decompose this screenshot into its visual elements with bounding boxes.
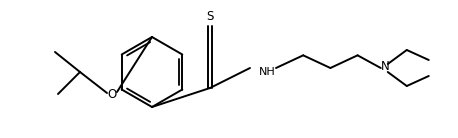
Text: O: O	[107, 88, 117, 102]
Text: S: S	[206, 10, 214, 22]
Text: N: N	[381, 59, 389, 72]
Text: NH: NH	[259, 67, 276, 77]
